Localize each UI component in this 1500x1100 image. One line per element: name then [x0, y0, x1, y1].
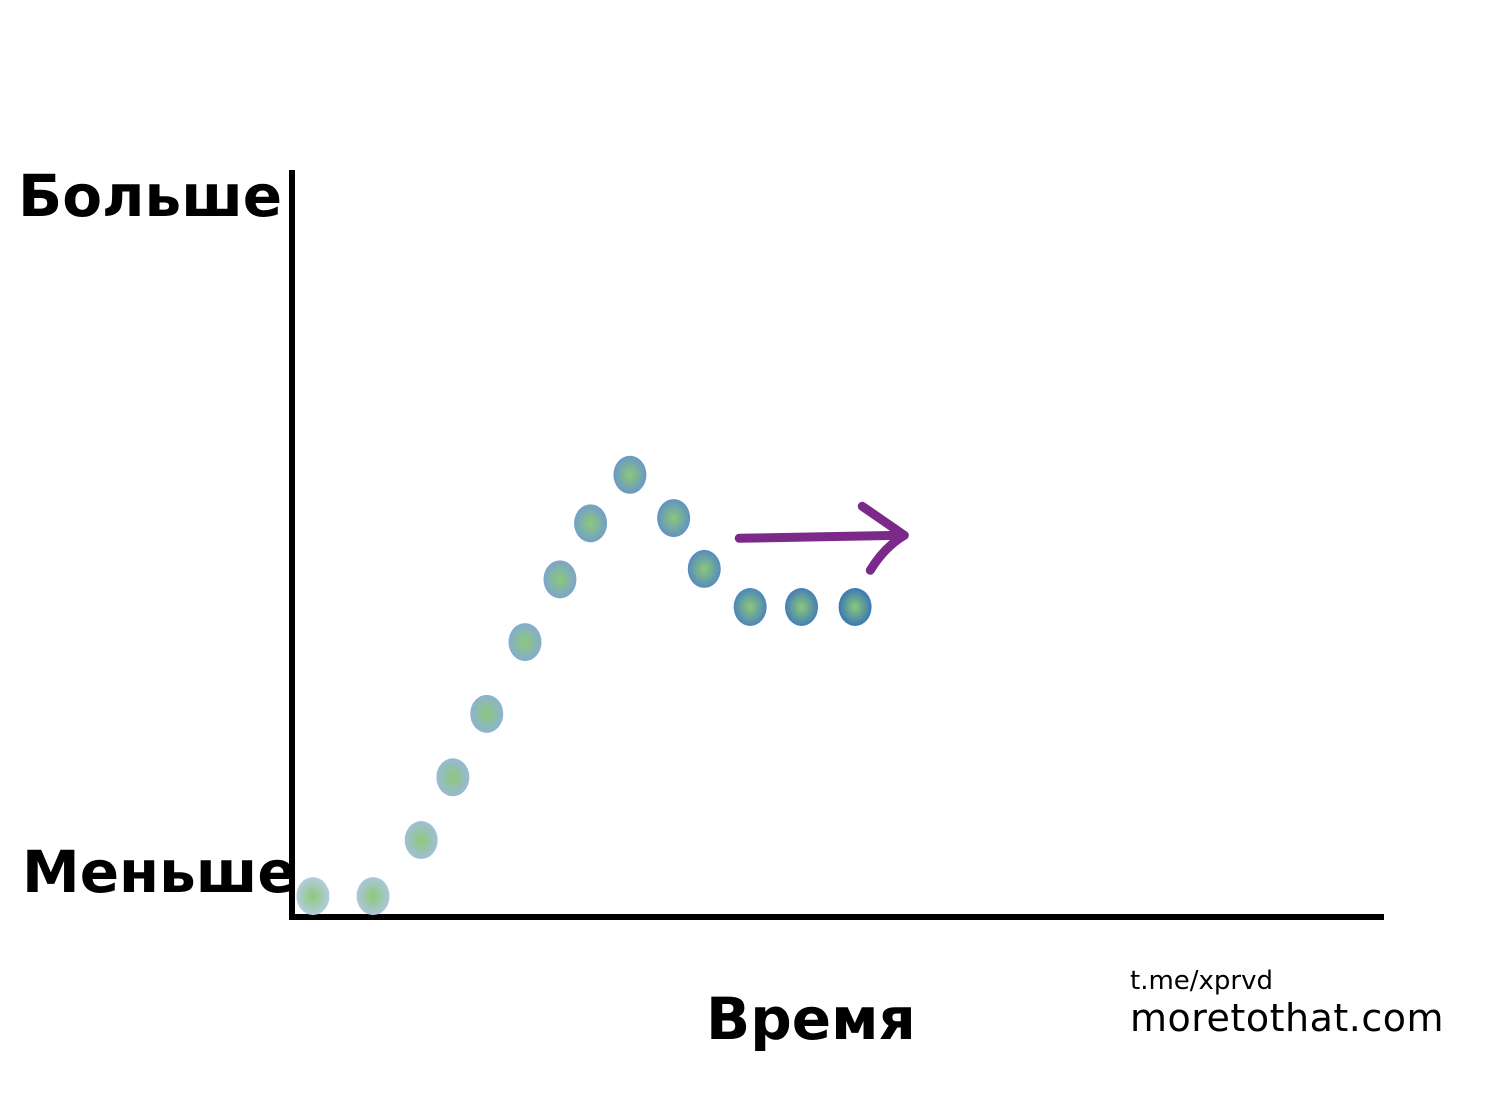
arrow-shaft [734, 530, 909, 543]
data-points [296, 455, 872, 916]
data-point [470, 694, 504, 733]
data-point [296, 877, 330, 916]
data-point [508, 623, 542, 662]
data-point [657, 499, 691, 538]
data-point [436, 758, 470, 797]
data-point [733, 587, 767, 626]
arrow-head [857, 501, 909, 575]
telegram-credit: t.me/xprvd [1130, 966, 1274, 996]
x-axis-label: Время [706, 985, 916, 1053]
data-point [687, 549, 721, 588]
data-point [404, 821, 438, 860]
data-point [543, 560, 577, 599]
data-point [356, 877, 390, 916]
y-axis-label-more: Больше [18, 162, 283, 230]
data-point [613, 455, 647, 494]
data-point [785, 587, 819, 626]
data-point [574, 504, 608, 543]
arrow-annotation [734, 501, 909, 575]
y-axis-label-less: Меньше [22, 838, 297, 906]
site-credit: moretothat.com [1130, 996, 1444, 1040]
data-point [838, 587, 872, 626]
